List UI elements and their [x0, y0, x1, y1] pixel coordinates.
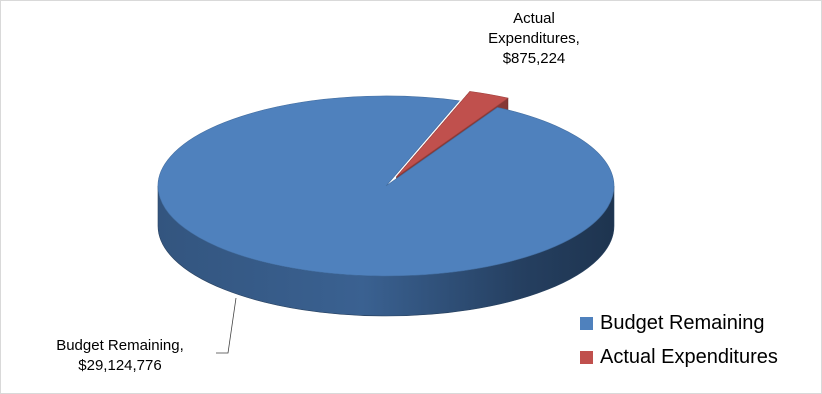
legend-label-budget-remaining: Budget Remaining [600, 311, 765, 334]
leader-lines [216, 297, 237, 354]
leader-line-budget-remaining [216, 297, 237, 354]
pie-slice-budget-remaining [157, 95, 615, 277]
data-label-actual-expenditures-line-1: Actual [513, 10, 555, 27]
legend-swatch-actual-expenditures [580, 350, 593, 364]
legend-item-budget-remaining: Budget Remaining [580, 306, 816, 340]
legend-label-actual-expenditures: Actual Expenditures [600, 345, 778, 368]
data-label-budget-remaining-line-2: $29,124,776 [78, 357, 161, 374]
data-labels: Budget Remaining, $29,124,776 Actual Expend… [56, 10, 580, 374]
pie-slice-tops [157, 91, 615, 277]
data-label-budget-remaining-line-1: Budget Remaining, [56, 337, 184, 354]
pie-slice-actual-expenditures [396, 91, 509, 177]
legend-swatch-budget-remaining [580, 316, 593, 330]
data-label-actual-expenditures-line-3: $875,224 [503, 50, 566, 67]
legend-item-actual-expenditures: Actual Expenditures [580, 340, 816, 374]
legend: Budget Remaining Actual Expenditures [580, 306, 816, 374]
data-label-actual-expenditures-line-2: Expenditures, [488, 30, 580, 47]
